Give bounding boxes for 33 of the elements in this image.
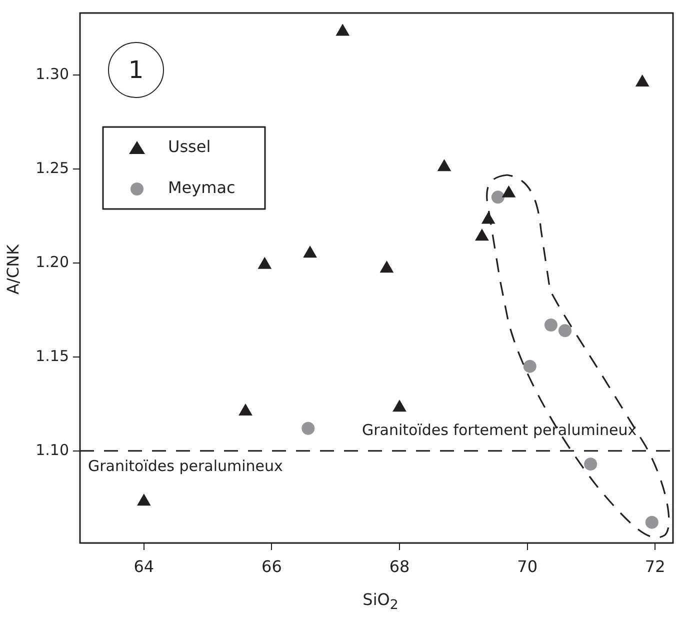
point — [558, 324, 572, 338]
point — [336, 24, 350, 36]
point — [635, 74, 650, 87]
point — [258, 256, 272, 269]
y-axis-title: A/CNK — [3, 244, 22, 294]
x-tick-label: 72 — [644, 556, 666, 576]
point — [645, 516, 658, 529]
x-tick-label: 68 — [389, 556, 410, 576]
point — [303, 246, 317, 258]
point — [380, 260, 394, 273]
point — [392, 400, 406, 412]
legend-label: Ussel — [168, 137, 211, 156]
y-tick-label: 1.20 — [36, 252, 69, 271]
x-tick-label: 70 — [517, 556, 538, 576]
legend-label: Meymac — [168, 178, 236, 198]
point — [523, 360, 536, 373]
point — [136, 494, 151, 506]
point — [238, 403, 252, 416]
x-axis-title: SiO$_{2}$ — [362, 590, 400, 614]
annotation: Granitoïdes peralumineux — [88, 457, 283, 475]
y-tick-label: 1.10 — [36, 440, 69, 459]
point — [437, 159, 452, 172]
point — [475, 228, 489, 241]
point — [302, 422, 315, 435]
point — [502, 185, 516, 198]
x-tick-label: 66 — [262, 556, 282, 576]
point — [544, 318, 558, 332]
y-tick-label: 1.30 — [36, 64, 69, 83]
point — [584, 458, 598, 471]
annotation: Granitoïdes fortement peralumineux — [362, 421, 637, 439]
y-tick-label: 1.25 — [36, 158, 69, 177]
x-tick-label: 64 — [134, 556, 154, 576]
y-tick-label: 1.15 — [36, 346, 69, 365]
